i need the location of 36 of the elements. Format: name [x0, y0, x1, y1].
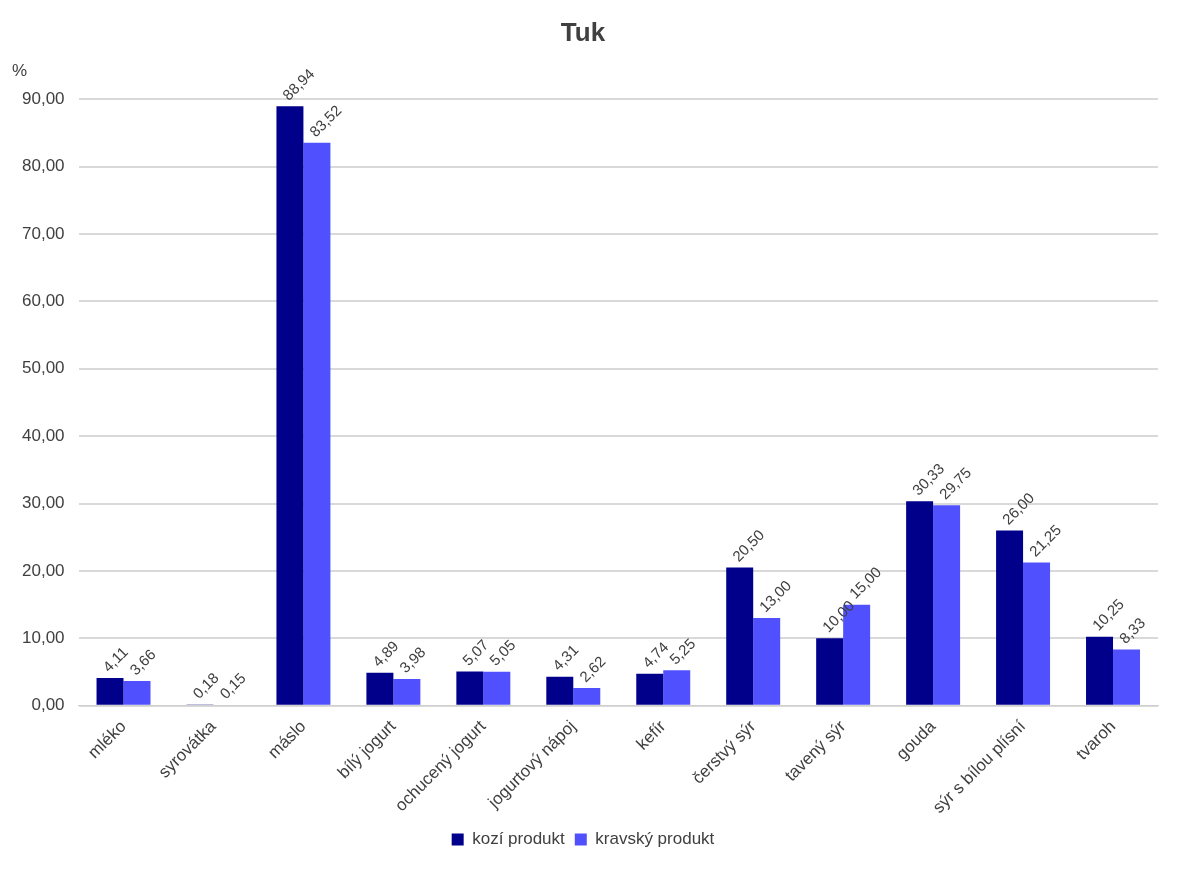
bar — [996, 530, 1024, 705]
legend-label: kravský produkt — [595, 829, 715, 849]
bar — [573, 688, 601, 705]
bar — [906, 501, 934, 705]
y-tick-label: 80,00 — [21, 156, 65, 176]
bar — [366, 672, 394, 705]
bar — [456, 671, 484, 705]
y-tick-label: 40,00 — [21, 425, 65, 445]
bar — [816, 638, 844, 705]
bar — [96, 678, 124, 705]
legend-label: kozí produkt — [472, 829, 566, 849]
y-tick-label: 50,00 — [21, 358, 65, 378]
bar — [123, 681, 151, 705]
bar — [663, 670, 691, 705]
y-tick-label: 20,00 — [21, 560, 65, 580]
data-label: 4,11 — [99, 643, 131, 676]
y-tick-label: 70,00 — [21, 223, 65, 243]
bar — [393, 678, 421, 705]
y-tick-label: 30,00 — [21, 493, 65, 513]
bar — [1086, 636, 1114, 705]
y-tick-label: 10,00 — [21, 628, 65, 648]
bar — [303, 142, 331, 705]
bar — [753, 618, 781, 705]
y-tick-label: 60,00 — [21, 291, 65, 311]
bar — [636, 673, 664, 705]
bar — [726, 567, 754, 705]
bar — [933, 505, 961, 705]
bar — [276, 106, 304, 705]
bar — [1023, 562, 1051, 705]
bar — [1113, 649, 1141, 705]
y-axis-title: % — [12, 60, 28, 80]
y-tick-label: 0,00 — [31, 695, 65, 715]
bar — [483, 671, 511, 705]
y-tick-label: 90,00 — [21, 88, 65, 108]
bar — [546, 676, 574, 705]
chart-title: Tuk — [560, 16, 606, 47]
